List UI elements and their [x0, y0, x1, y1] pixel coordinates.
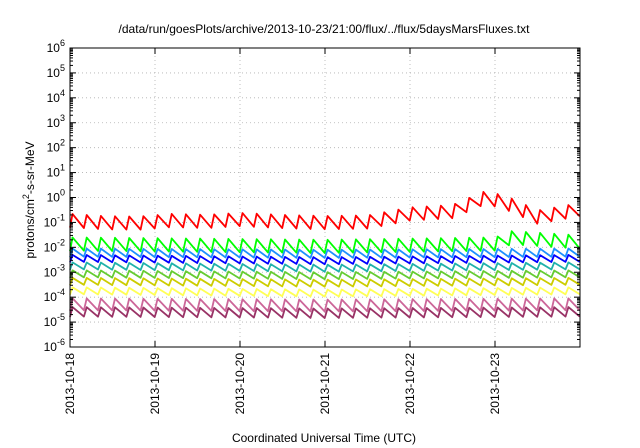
y-axis: 10-6 10-5 10-4 10-3 10-2 10-1 100 101 102 103 104 1…	[44, 38, 580, 354]
y-tick-label: 10-5	[44, 312, 65, 329]
x-tick-label: 2013-10-23	[488, 353, 502, 415]
series-line-8	[69, 297, 581, 313]
series-line-2	[69, 247, 581, 259]
y-tick-label: 106	[47, 38, 65, 55]
x-tick-label: 2013-10-18	[63, 353, 77, 415]
x-tick-label: 2013-10-20	[233, 353, 247, 415]
x-axis-label: Coordinated Universal Time (UTC)	[232, 431, 416, 445]
y-tick-label: 10-3	[44, 262, 65, 279]
x-tick-label: 2013-10-19	[148, 353, 162, 415]
y-tick-label: 10-4	[44, 287, 65, 304]
y-tick-label: 104	[47, 88, 65, 105]
y-tick-label: 101	[47, 163, 65, 180]
y-tick-label: 10-2	[44, 237, 65, 254]
x-axis: 2013-10-18 2013-10-19 2013-10-20 2013-10-21…	[63, 48, 502, 414]
series-line-9	[69, 306, 581, 319]
series-line-6	[69, 276, 581, 288]
y-tick-label: 102	[47, 138, 65, 155]
x-tick-label: 2013-10-22	[403, 353, 417, 415]
series-line-4	[69, 261, 581, 273]
x-tick-label: 2013-10-21	[318, 353, 332, 415]
y-tick-label: 10-1	[44, 212, 65, 229]
y-tick-label: 103	[47, 113, 65, 130]
chart-title: /data/run/goesPlots/archive/2013-10-23/2…	[119, 22, 531, 36]
y-tick-label: 105	[47, 63, 65, 80]
series-line-5	[69, 269, 581, 281]
series-line-3	[69, 253, 581, 266]
series-line-0	[69, 190, 581, 231]
series-line-1	[69, 230, 581, 254]
y-tick-label: 10-6	[44, 337, 65, 354]
series-group	[69, 190, 581, 319]
series-line-7	[69, 286, 581, 298]
y-tick-label: 100	[47, 188, 65, 205]
y-axis-label: protons/cm2-s-sr-MeV	[21, 141, 37, 258]
